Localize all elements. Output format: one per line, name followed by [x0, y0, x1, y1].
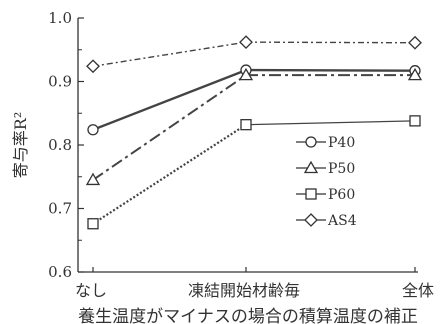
- legend-marker: [305, 188, 317, 200]
- series-as4: [86, 35, 422, 74]
- legend-marker: [304, 213, 318, 227]
- data-point: [87, 124, 99, 136]
- series-line-segment: [92, 41, 247, 67]
- y-tick-label: 0.7: [48, 200, 72, 218]
- legend-marker: [303, 160, 319, 174]
- y-tick-label: 1.0: [48, 9, 72, 27]
- y-tick-label: 0.9: [48, 73, 72, 91]
- series-p50: [85, 67, 423, 186]
- legend-item-as4: AS4: [296, 213, 357, 229]
- legend-item-p50: P50: [296, 160, 355, 177]
- series-group: [85, 35, 423, 230]
- data-point: [240, 119, 252, 131]
- y-tick-label: 0.6: [48, 263, 72, 281]
- legend-item-p40: P40: [296, 135, 355, 151]
- series-p60: [87, 115, 421, 230]
- data-point: [239, 35, 253, 50]
- legend-label: P60: [328, 187, 355, 203]
- legend: P40 P50 P60 AS4: [296, 135, 357, 229]
- legend-label: P50: [328, 161, 355, 177]
- x-categories: なし 凍結開始材齢毎 全体: [75, 267, 434, 300]
- x-category-label: なし: [75, 281, 107, 300]
- legend-marker: [305, 136, 317, 148]
- data-point: [408, 35, 422, 50]
- axes: [77, 18, 418, 273]
- y-tick-label: 0.8: [48, 136, 72, 154]
- x-category-label: 全体: [402, 281, 434, 300]
- legend-label: AS4: [327, 213, 357, 229]
- series-line-segment: [92, 74, 247, 181]
- series-line-segment: [245, 68, 416, 72]
- y-ticks: 0.6 0.7 0.8 0.9 1.0: [48, 9, 84, 281]
- data-point: [86, 59, 100, 74]
- legend-label: P40: [328, 135, 355, 151]
- x-axis-label: 養生温度がマイナスの場合の積算温度の補正: [78, 307, 418, 324]
- data-point: [407, 67, 423, 81]
- data-point: [238, 67, 254, 81]
- data-point: [87, 218, 99, 230]
- x-category-label: 凍結開始材齢毎: [188, 281, 300, 300]
- data-point: [409, 115, 421, 127]
- series-line-segment: [92, 123, 247, 225]
- series-p40: [87, 64, 421, 136]
- series-line-segment: [245, 120, 416, 126]
- data-point: [85, 172, 101, 186]
- legend-item-p60: P60: [296, 187, 355, 203]
- y-axis-label: 寄与率R²: [11, 112, 30, 178]
- series-line-segment: [245, 41, 416, 44]
- series-line-segment: [92, 68, 247, 131]
